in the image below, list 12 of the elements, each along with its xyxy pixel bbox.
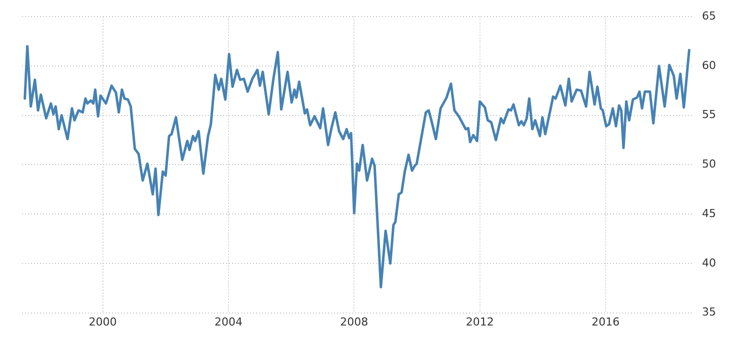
x-tick-label: 2016 [592,315,620,328]
y-tick-label: 35 [702,306,716,319]
y-tick-label: 50 [702,158,716,171]
x-tick-label: 2004 [214,315,242,328]
x-tick-label: 2012 [466,315,494,328]
y-tick-label: 65 [702,9,716,22]
y-tick-label: 55 [702,108,716,122]
x-tick-label: 2000 [88,315,117,328]
y-tick-label: 40 [702,256,716,270]
x-tick-label: 2008 [340,315,368,328]
y-tick-label: 45 [702,206,716,220]
y-tick-label: 60 [702,58,716,72]
